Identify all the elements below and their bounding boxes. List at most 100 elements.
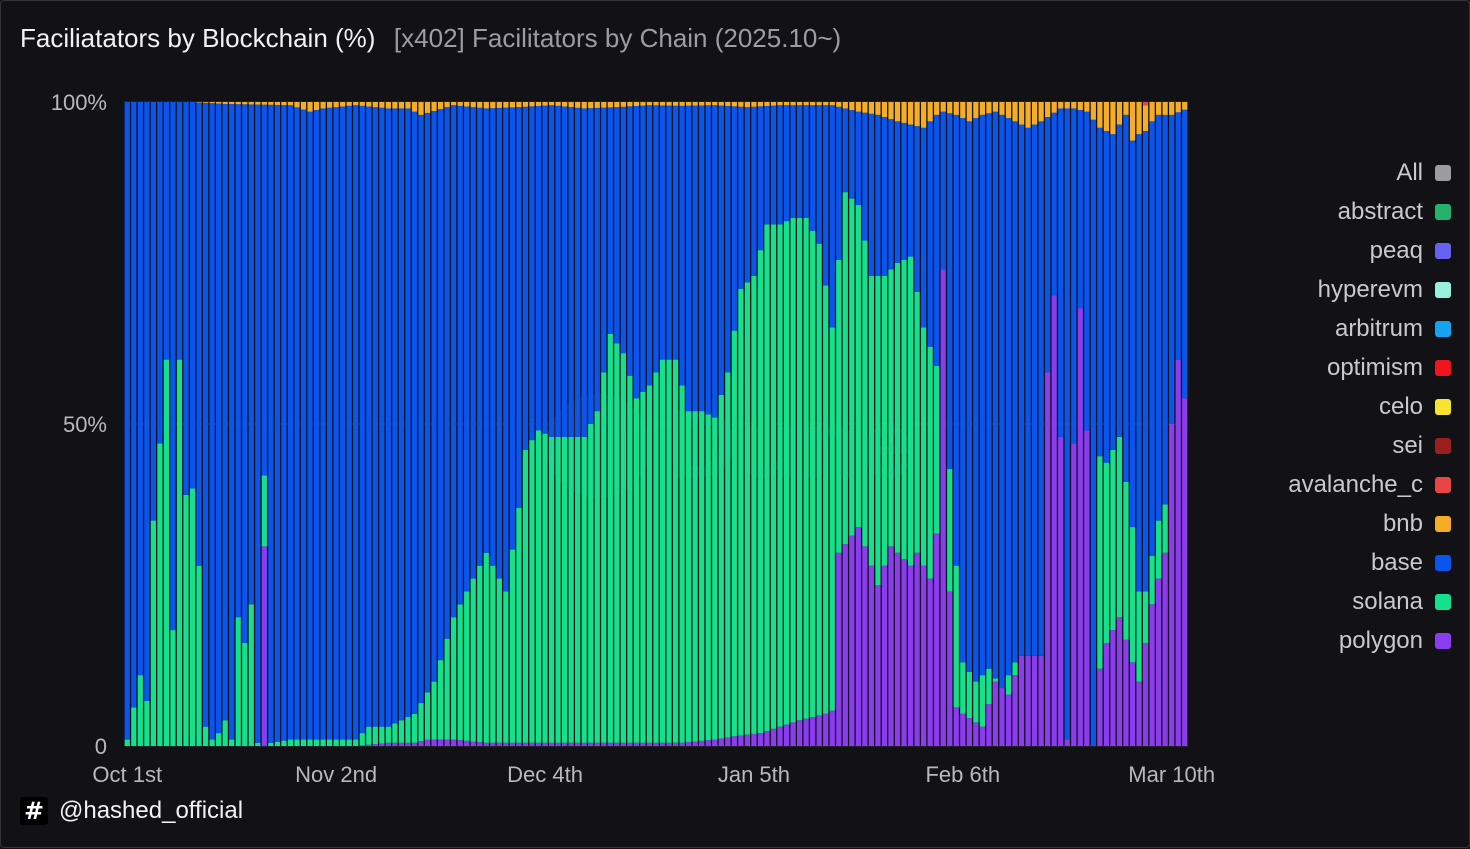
- bar-solana: [157, 443, 163, 746]
- bar-base: [137, 102, 143, 676]
- legend-item-hyperevm[interactable]: hyperevm: [1288, 270, 1451, 309]
- bar-solana: [490, 565, 496, 743]
- bar-polygon: [927, 578, 933, 746]
- bar-solana: [529, 440, 535, 743]
- bar-base: [529, 106, 535, 441]
- bar-solana: [437, 660, 444, 740]
- chart-header: Faciliatators by Blockchain (%) [x402] F…: [20, 23, 841, 54]
- bar-solana: [666, 359, 672, 743]
- legend-item-peaq[interactable]: peaq: [1288, 231, 1451, 270]
- bar-bnb: [1156, 102, 1162, 115]
- bar-base: [1077, 110, 1083, 309]
- legend-item-arbitrum[interactable]: arbitrum: [1288, 309, 1451, 348]
- bar-solana: [144, 700, 150, 746]
- bar-polygon: [829, 710, 835, 746]
- legend-label: sei: [1392, 431, 1423, 459]
- bar-solana: [1103, 462, 1110, 643]
- bar-bnb: [764, 102, 770, 106]
- bar-polygon: [437, 739, 444, 746]
- bar-bnb: [627, 102, 633, 107]
- bar-polygon: [659, 742, 666, 746]
- bar-base: [914, 126, 920, 292]
- bar-base: [1031, 124, 1038, 656]
- bar-base: [986, 113, 992, 669]
- bar-bnb: [875, 102, 881, 115]
- bar-polygon: [522, 742, 529, 746]
- bar-polygon: [757, 733, 764, 746]
- bar-base: [947, 113, 953, 470]
- bar-base: [777, 105, 783, 225]
- bar-solana: [124, 739, 130, 746]
- bar-polygon: [653, 742, 659, 746]
- legend-swatch: [1435, 203, 1451, 220]
- bar-polygon: [764, 730, 770, 746]
- legend-item-avalanche-c[interactable]: avalanche_c: [1288, 465, 1451, 504]
- bar-solana: [248, 604, 254, 746]
- bar-bnb: [392, 102, 398, 109]
- bar-bnb: [1097, 102, 1103, 128]
- bar-solana: [255, 742, 261, 746]
- bar-base: [1045, 117, 1051, 373]
- bar-bnb: [849, 102, 855, 111]
- bar-bnb: [255, 102, 261, 105]
- bar-base: [679, 105, 685, 386]
- bar-bnb: [294, 102, 300, 108]
- bar-solana: [653, 372, 659, 743]
- legend-item-bnb[interactable]: bnb: [1288, 504, 1451, 543]
- bar-polygon: [1005, 694, 1012, 746]
- legend-item-abstract[interactable]: abstract: [1288, 192, 1451, 231]
- bar-base: [281, 105, 287, 741]
- bar-solana: [1149, 556, 1155, 605]
- legend-swatch: [1435, 476, 1451, 493]
- bar-polygon: [744, 734, 750, 746]
- bar-solana: [503, 591, 509, 743]
- bar-solana: [176, 359, 183, 746]
- bar-polygon: [783, 724, 790, 746]
- bar-base: [1058, 108, 1064, 437]
- bar-base: [849, 110, 855, 199]
- bar-polygon: [1123, 639, 1129, 746]
- bar-bnb: [1149, 102, 1155, 122]
- bar-base: [627, 106, 633, 376]
- legend-swatch: [1435, 593, 1451, 610]
- bar-polygon: [862, 546, 868, 746]
- bar-bnb: [1084, 102, 1090, 112]
- bar-base: [594, 107, 600, 412]
- legend-item-solana[interactable]: solana: [1288, 582, 1451, 621]
- bar-bnb: [999, 102, 1005, 115]
- legend-label: optimism: [1326, 353, 1423, 381]
- bar-polygon: [966, 718, 972, 746]
- bar-base: [842, 108, 848, 193]
- author-handle: @hashed_official: [59, 797, 244, 824]
- bar-base: [940, 111, 946, 270]
- bar-solana: [640, 391, 646, 743]
- bar-polygon: [1162, 552, 1168, 746]
- bar-bnb: [777, 102, 783, 106]
- bar-base: [1136, 134, 1142, 592]
- bar-bnb: [242, 102, 248, 105]
- bar-bnb: [973, 102, 979, 119]
- bar-bnb: [738, 102, 744, 107]
- bar-bnb: [261, 102, 267, 105]
- legend-item-polygon[interactable]: polygon: [1288, 621, 1451, 660]
- bar-base: [1129, 140, 1136, 528]
- bar-solana: [1129, 527, 1136, 663]
- legend-item-base[interactable]: base: [1288, 543, 1451, 582]
- bar-polygon: [379, 743, 385, 746]
- legend-item-all[interactable]: All: [1288, 153, 1451, 192]
- bar-base: [313, 110, 320, 740]
- bar-base: [131, 102, 137, 708]
- bar-bnb: [855, 102, 861, 112]
- bar-polygon: [790, 722, 796, 746]
- bar-base: [431, 111, 437, 682]
- bar-polygon: [581, 742, 587, 746]
- legend-item-sei[interactable]: sei: [1288, 426, 1451, 465]
- bar-solana: [581, 436, 587, 743]
- bar-solana: [366, 726, 372, 745]
- bar-polygon: [451, 739, 457, 746]
- legend-item-optimism[interactable]: optimism: [1288, 348, 1451, 387]
- bar-base: [1090, 119, 1096, 746]
- bar-bnb: [542, 102, 548, 106]
- legend-item-celo[interactable]: celo: [1288, 387, 1451, 426]
